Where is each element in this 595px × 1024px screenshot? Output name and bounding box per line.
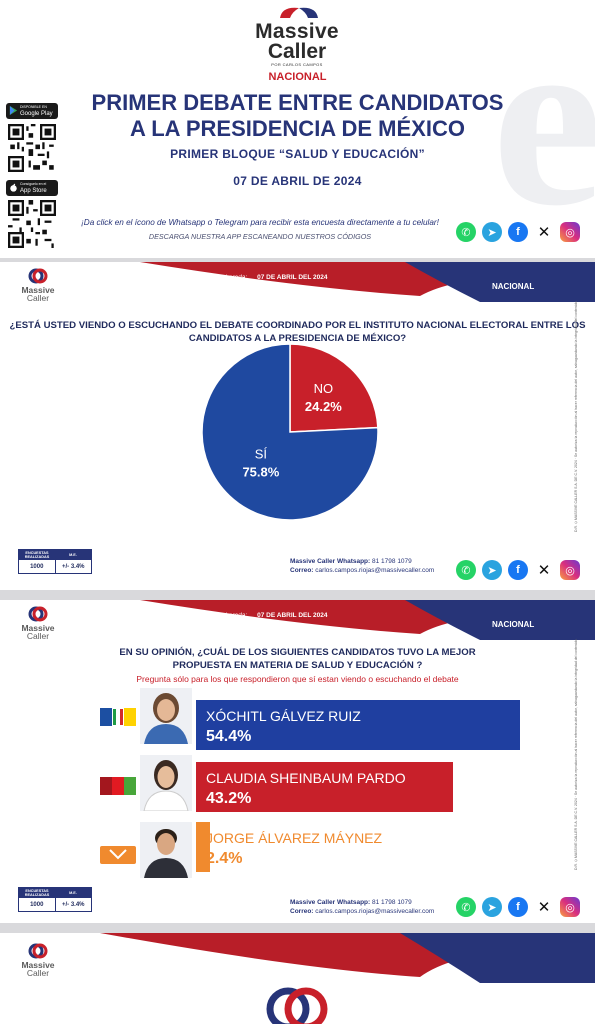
facebook-icon[interactable]: f <box>508 560 528 580</box>
contact-info: Massive Caller Whatsapp: 81 1798 1079 Co… <box>290 558 435 574</box>
x-icon[interactable]: ✕ <box>534 222 554 242</box>
scope-label: NACIONAL <box>268 71 327 83</box>
question-1-title: ¿ESTÁ USTED VIENDO O ESCUCHANDO EL DEBAT… <box>9 320 586 344</box>
report-logo-icon <box>28 943 48 959</box>
page-title-line2: A LA PRESIDENCIA DE MÉXICO <box>130 116 465 141</box>
qr-code-google-play[interactable] <box>8 124 56 172</box>
report-logo: Massive Caller <box>18 606 58 640</box>
pie-slice-si <box>201 343 379 521</box>
brand-logo: Massive Caller POR CARLOS CAMPOS <box>255 20 339 67</box>
last-poll-label: Última encuesta elaborada: 07 DE ABRIL DE… <box>168 274 328 281</box>
sample-stats-table: ENCUESTAS REALIZADAS M.E. 1000 +/- 3.4% <box>18 887 92 912</box>
report-logo-icon <box>28 268 48 284</box>
report-header-band <box>100 933 595 983</box>
social-icons-q2: ✆ ➤ f ✕ ◎ <box>456 897 580 917</box>
bar-xochitl-galvez <box>196 700 520 750</box>
copyright-vertical: D.R. ©MASSIVE CALLER S.A. DE C.V. 2024 ·… <box>574 638 578 870</box>
section-divider <box>0 590 595 600</box>
pie-slice-no <box>289 343 379 433</box>
facebook-icon[interactable]: f <box>508 897 528 917</box>
whatsapp-icon[interactable]: ✆ <box>456 897 476 917</box>
telegram-icon[interactable]: ➤ <box>482 897 502 917</box>
bar-jorge-alvarez <box>196 822 211 872</box>
party-logo-movimiento-ciudadano <box>100 846 136 864</box>
qr-code-app-store[interactable] <box>8 200 56 248</box>
bar-row-3: JORGE ÁLVAREZ MÁYNEZ 2.4% <box>196 822 526 872</box>
x-icon[interactable]: ✕ <box>534 897 554 917</box>
report-logo: Massive Caller <box>18 943 58 977</box>
contact-info: Massive Caller Whatsapp: 81 1798 1079 Co… <box>290 899 435 915</box>
bar-row-2: CLAUDIA SHEINBAUM PARDO 43.2% <box>196 762 526 812</box>
app-store-badge[interactable]: Consíguelo en el App Store <box>6 180 58 196</box>
candidate-1-images <box>100 688 192 744</box>
instagram-icon[interactable]: ◎ <box>560 560 580 580</box>
pie-label-si: SÍ <box>255 447 268 462</box>
candidate-2-photo <box>140 755 192 811</box>
apple-icon <box>10 183 17 192</box>
whatsapp-icon[interactable]: ✆ <box>456 560 476 580</box>
sample-stats-table: ENCUESTAS REALIZADAS M.E. 1000 +/- 3.4% <box>18 549 92 574</box>
instagram-icon[interactable]: ◎ <box>560 222 580 242</box>
large-logo-icon <box>266 987 328 1024</box>
google-play-badge[interactable]: DISPONIBLE EN Google Play <box>6 103 58 119</box>
party-logos-morena-pt-pvem <box>100 777 136 795</box>
pie-value-si: 75.8% <box>242 465 279 480</box>
report-scope: NACIONAL <box>492 620 535 629</box>
bar-label-claudia-sheinbaum: CLAUDIA SHEINBAUM PARDO <box>206 770 406 786</box>
bar-claudia-sheinbaum <box>196 762 454 812</box>
party-logos-pan-pri-prd <box>100 708 136 726</box>
google-play-icon <box>9 106 18 115</box>
report-scope: NACIONAL <box>492 282 535 291</box>
massive-caller-logo-mark <box>280 7 318 18</box>
report-logo-icon <box>28 606 48 622</box>
candidate-3-images <box>100 822 192 878</box>
candidate-1-photo <box>140 688 192 744</box>
telegram-icon[interactable]: ➤ <box>482 222 502 242</box>
telegram-icon[interactable]: ➤ <box>482 560 502 580</box>
bar-label-xochitl-galvez: XÓCHITL GÁLVEZ RUIZ <box>206 708 361 724</box>
bar-label-jorge-alvarez: JORGE ÁLVAREZ MÁYNEZ <box>206 830 383 846</box>
pie-value-no: 24.2% <box>305 399 342 414</box>
report-header-text: Última encuesta elaborada: 07 DE ABRIL DE… <box>0 600 595 640</box>
download-text: DESCARGA NUESTRA APP ESCANEANDO NUESTROS… <box>148 232 372 241</box>
page-date: 07 DE ABRIL DE 2024 <box>233 174 362 188</box>
question-2-title: EN SU OPINIÓN, ¿CUÁL DE LOS SIGUIENTES C… <box>119 647 476 671</box>
background-letter-decoration: e <box>492 0 595 258</box>
page-title-line1: PRIMER DEBATE ENTRE CANDIDATOS <box>91 90 504 115</box>
report-logo: Massive Caller <box>18 268 58 302</box>
bar-row-1: XÓCHITL GÁLVEZ RUIZ 54.4% <box>196 700 526 750</box>
last-poll-label: Última encuesta elaborada: 07 DE ABRIL DE… <box>168 612 328 619</box>
header-section: e Massive Caller POR CARLOS CAMPOS NACIO… <box>0 0 595 260</box>
instagram-icon[interactable]: ◎ <box>560 897 580 917</box>
candidate-2-images <box>100 755 192 811</box>
candidate-3-photo <box>140 822 192 878</box>
bar-value-claudia-sheinbaum: 43.2% <box>206 790 252 807</box>
pie-chart: NO 24.2% SÍ 75.8% <box>201 343 379 521</box>
poll-question-3-partial: Massive Caller <box>0 933 595 1024</box>
poll-question-2: Última encuesta elaborada: 07 DE ABRIL DE… <box>0 600 595 922</box>
page-subtitle: PRIMER BLOQUE “SALUD Y EDUCACIÓN” <box>170 147 425 161</box>
social-icons-header: ✆ ➤ f ✕ ◎ <box>456 222 580 242</box>
bar-value-xochitl-galvez: 54.4% <box>206 728 252 745</box>
report-header-band <box>140 262 595 302</box>
whatsapp-icon[interactable]: ✆ <box>456 222 476 242</box>
section-divider <box>0 923 595 933</box>
question-2-note: Pregunta sólo para los que respondieron … <box>136 674 459 684</box>
promo-text: ¡Da click en el ícono de Whatsapp o Tele… <box>81 218 439 227</box>
copyright-vertical: D.R. ©MASSIVE CALLER S.A. DE C.V. 2024 ·… <box>574 300 578 532</box>
bar-value-jorge-alvarez: 2.4% <box>206 850 243 867</box>
social-icons-q1: ✆ ➤ f ✕ ◎ <box>456 560 580 580</box>
report-header-band <box>140 600 595 640</box>
poll-question-1: Última encuesta elaborada: 07 DE ABRIL DE… <box>0 262 595 588</box>
pie-label-no: NO <box>314 381 334 396</box>
x-icon[interactable]: ✕ <box>534 560 554 580</box>
report-header-text: Última encuesta elaborada: 07 DE ABRIL DE… <box>0 262 595 302</box>
facebook-icon[interactable]: f <box>508 222 528 242</box>
